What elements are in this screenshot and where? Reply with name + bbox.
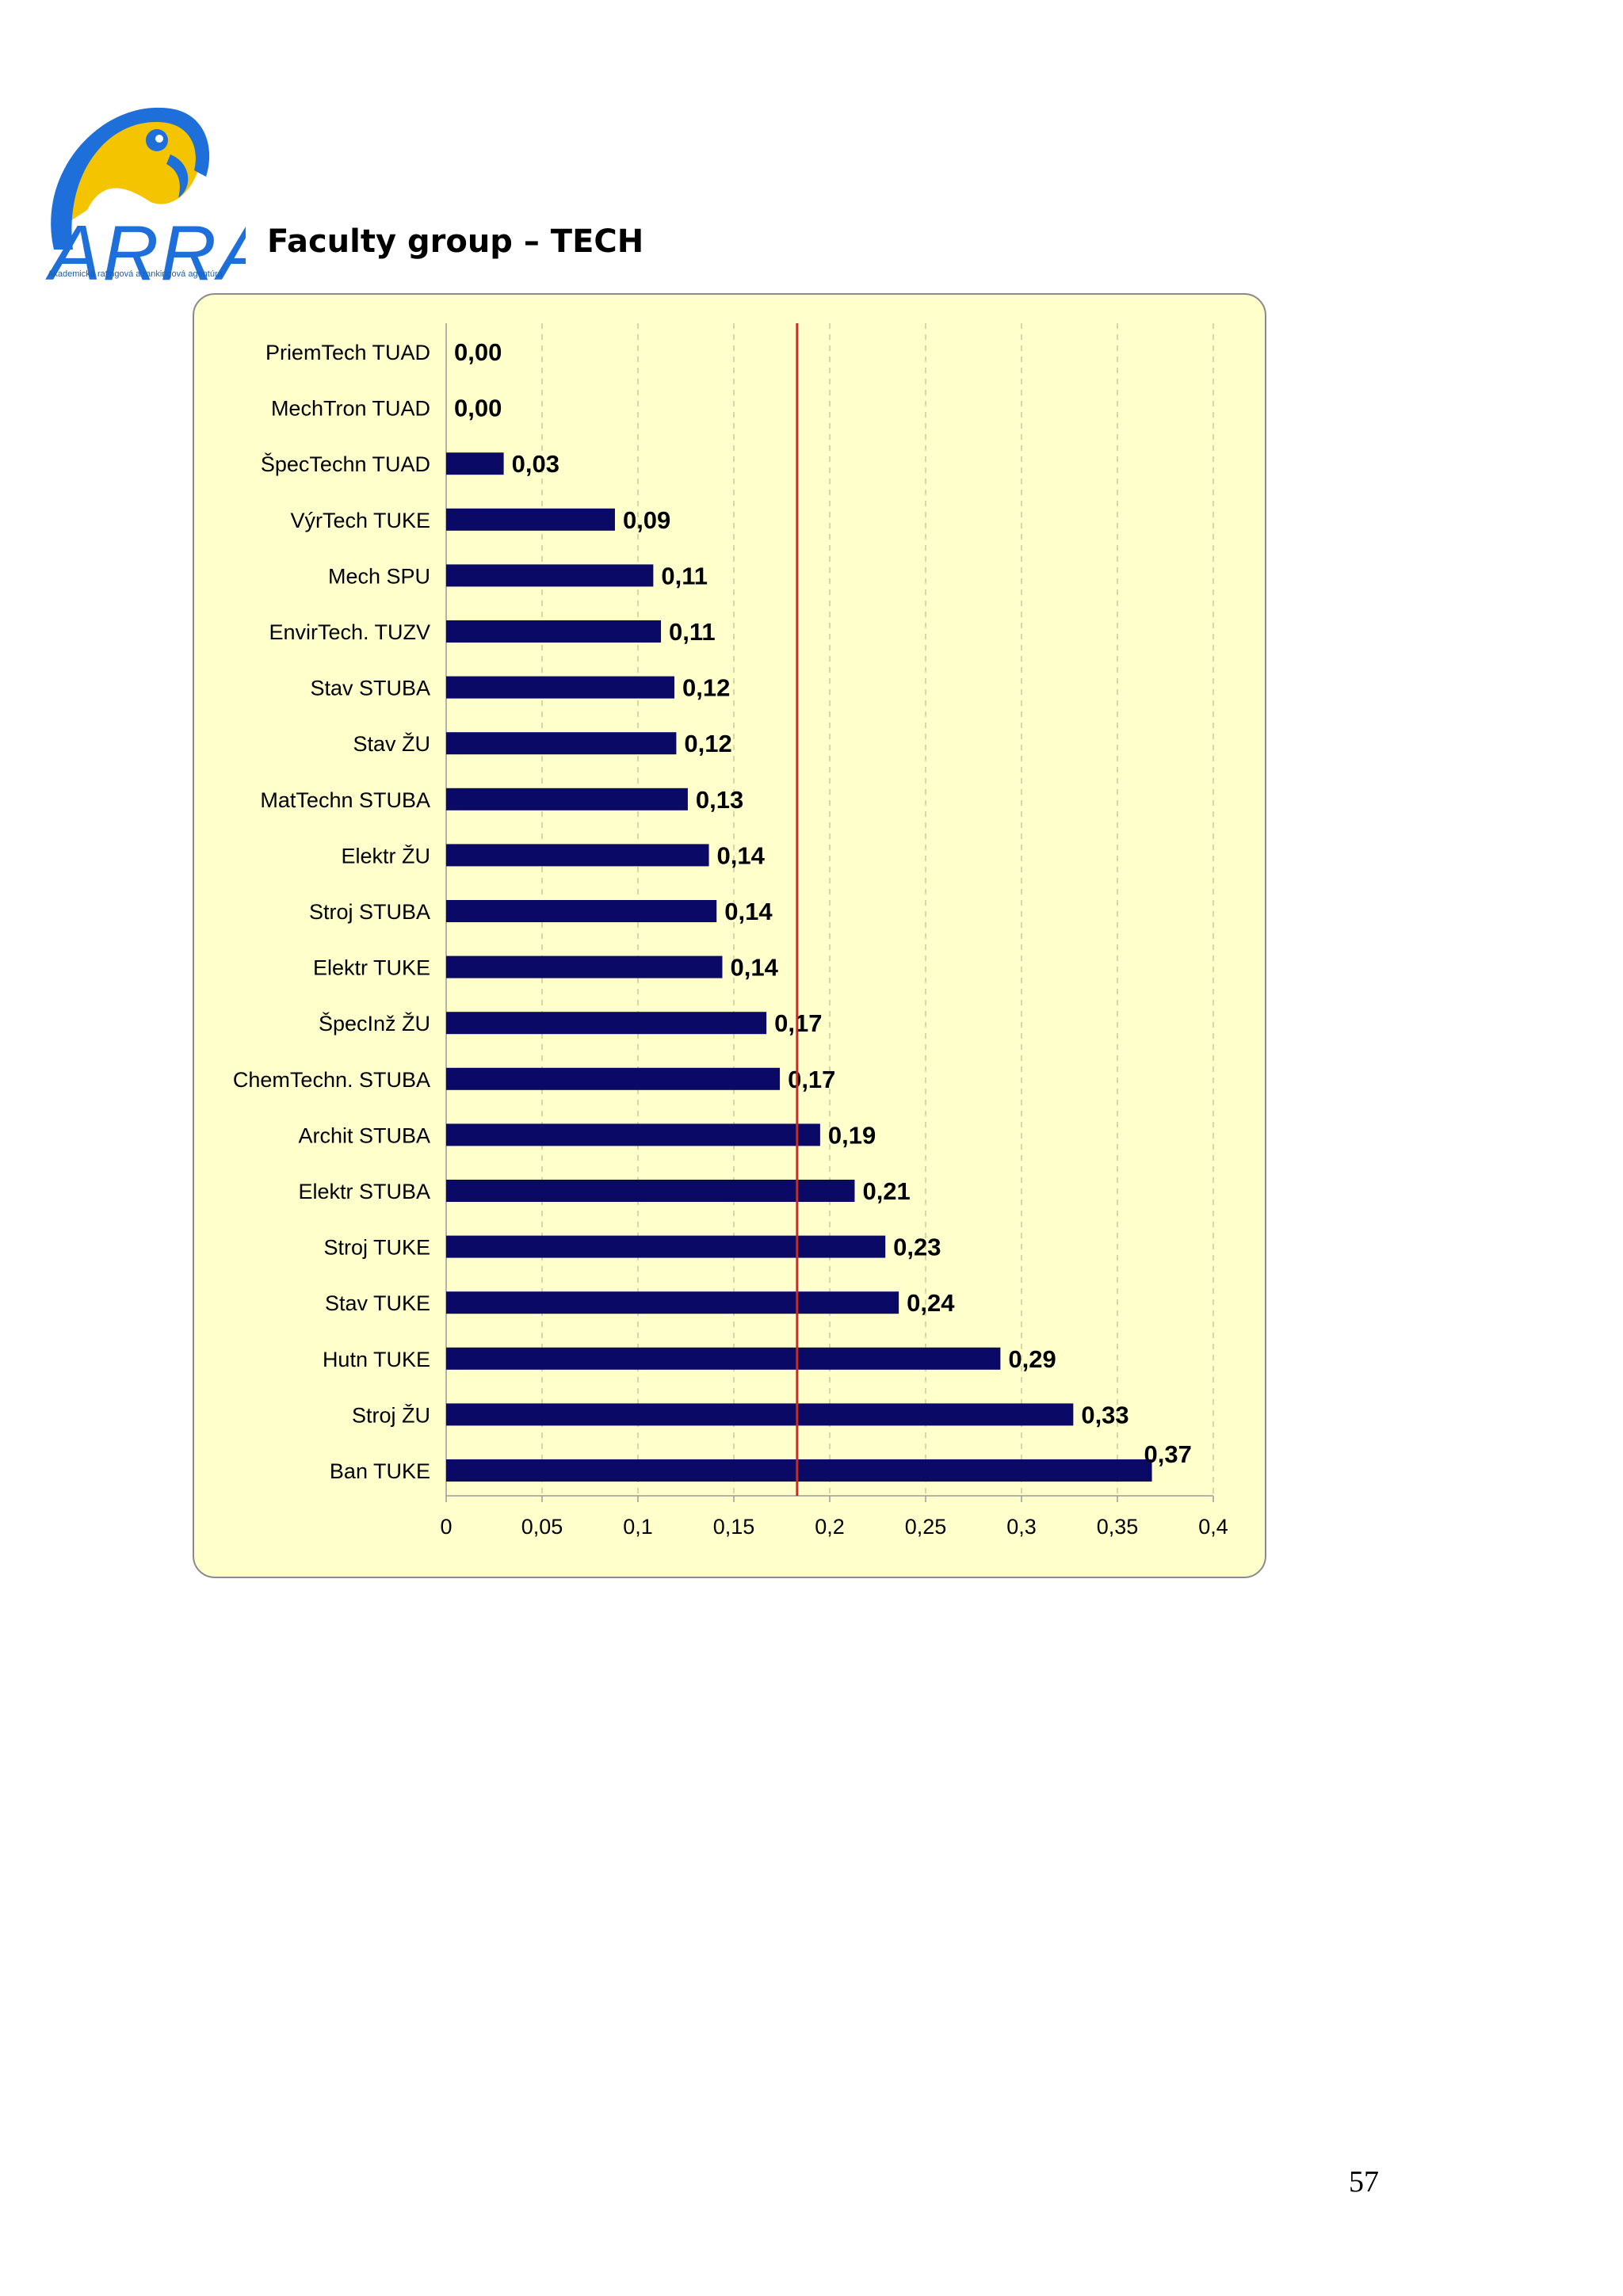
bar	[446, 508, 615, 531]
value-label: 0,00	[454, 395, 502, 422]
x-tick-label: 0,15	[713, 1515, 755, 1539]
bar	[446, 564, 654, 587]
value-label: 0,21	[862, 1177, 910, 1205]
bar	[446, 1291, 899, 1314]
bar	[446, 1012, 767, 1035]
bar	[446, 900, 717, 922]
value-label: 0,33	[1081, 1401, 1128, 1428]
category-label: MatTechn STUBA	[260, 788, 430, 812]
value-label: 0,00	[454, 338, 502, 366]
category-label: VýrTech TUKE	[290, 509, 430, 532]
category-label: Elektr TUKE	[313, 956, 430, 980]
category-label: Stav ŽU	[353, 731, 430, 756]
category-label: Stav STUBA	[310, 677, 430, 700]
bar	[446, 1067, 781, 1090]
bar	[446, 676, 674, 699]
bar	[446, 620, 662, 643]
value-label: 0,12	[682, 674, 730, 702]
value-label: 0,14	[730, 954, 778, 982]
bar	[446, 788, 688, 810]
x-tick-label: 0,4	[1198, 1515, 1228, 1539]
category-label: PriemTech TUAD	[265, 341, 430, 364]
bar	[446, 955, 723, 978]
category-label: Stroj STUBA	[309, 900, 430, 924]
category-label: MechTron TUAD	[271, 397, 430, 421]
value-label: 0,19	[828, 1121, 876, 1149]
bar	[446, 1123, 820, 1146]
category-label: Archit STUBA	[298, 1123, 430, 1147]
value-label: 0,29	[1008, 1345, 1056, 1373]
value-label: 0,24	[907, 1289, 955, 1317]
x-tick-label: 0,35	[1097, 1515, 1139, 1539]
page-title: Faculty group – TECH	[267, 223, 644, 260]
bar	[446, 1403, 1074, 1426]
bar	[446, 1235, 886, 1258]
category-label: ŠpecTechn TUAD	[261, 452, 430, 476]
value-label: 0,23	[893, 1234, 941, 1261]
category-label: Stroj ŽU	[352, 1402, 430, 1427]
bar-chart: 0 0,05 0,1 0,15 0,2 0,25 0,3 0,35 0,4 PriemTech T…	[233, 323, 1228, 1539]
category-label: EnvirTech. TUZV	[269, 620, 430, 644]
value-label: 0,11	[661, 562, 708, 589]
value-label: 0,37	[1144, 1440, 1192, 1468]
category-label: Hutn TUKE	[323, 1348, 430, 1371]
bar	[446, 1459, 1152, 1482]
value-label: 0,14	[724, 898, 773, 925]
x-tick-label: 0,1	[623, 1515, 653, 1539]
x-tick-label: 0,05	[521, 1515, 563, 1539]
value-label: 0,17	[788, 1066, 835, 1093]
chart-panel: 0 0,05 0,1 0,15 0,2 0,25 0,3 0,35 0,4 PriemTech T…	[193, 293, 1266, 1578]
value-label: 0,13	[696, 786, 743, 814]
category-label: Elektr STUBA	[298, 1180, 430, 1203]
category-label: Stav TUKE	[325, 1291, 430, 1315]
category-label: Elektr ŽU	[341, 843, 430, 868]
logo-parrot-blue	[51, 107, 210, 250]
value-label: 0,09	[623, 506, 670, 534]
bar	[446, 452, 504, 475]
x-tick-label: 0	[440, 1515, 452, 1539]
logo-tagline: Akademická ratingová a rankingová agentú…	[48, 269, 223, 279]
x-tick-label: 0,2	[815, 1515, 845, 1539]
category-label: Stroj TUKE	[323, 1236, 430, 1260]
value-label: 0,11	[669, 618, 716, 646]
category-label: ŠpecInž ŽU	[319, 1011, 430, 1035]
value-label: 0,03	[512, 450, 559, 478]
value-label: 0,14	[717, 841, 766, 869]
category-label: Ban TUKE	[330, 1459, 430, 1483]
bar	[446, 1180, 855, 1202]
value-label: 0,12	[684, 730, 731, 757]
bar	[446, 844, 709, 867]
x-tick-label: 0,3	[1006, 1515, 1037, 1539]
page-number: 57	[1349, 2165, 1379, 2199]
x-tick-label: 0,25	[905, 1515, 947, 1539]
category-label: Mech SPU	[328, 564, 430, 588]
bar	[446, 732, 677, 755]
category-label: ChemTechn. STUBA	[233, 1068, 430, 1092]
bar	[446, 1347, 1001, 1370]
